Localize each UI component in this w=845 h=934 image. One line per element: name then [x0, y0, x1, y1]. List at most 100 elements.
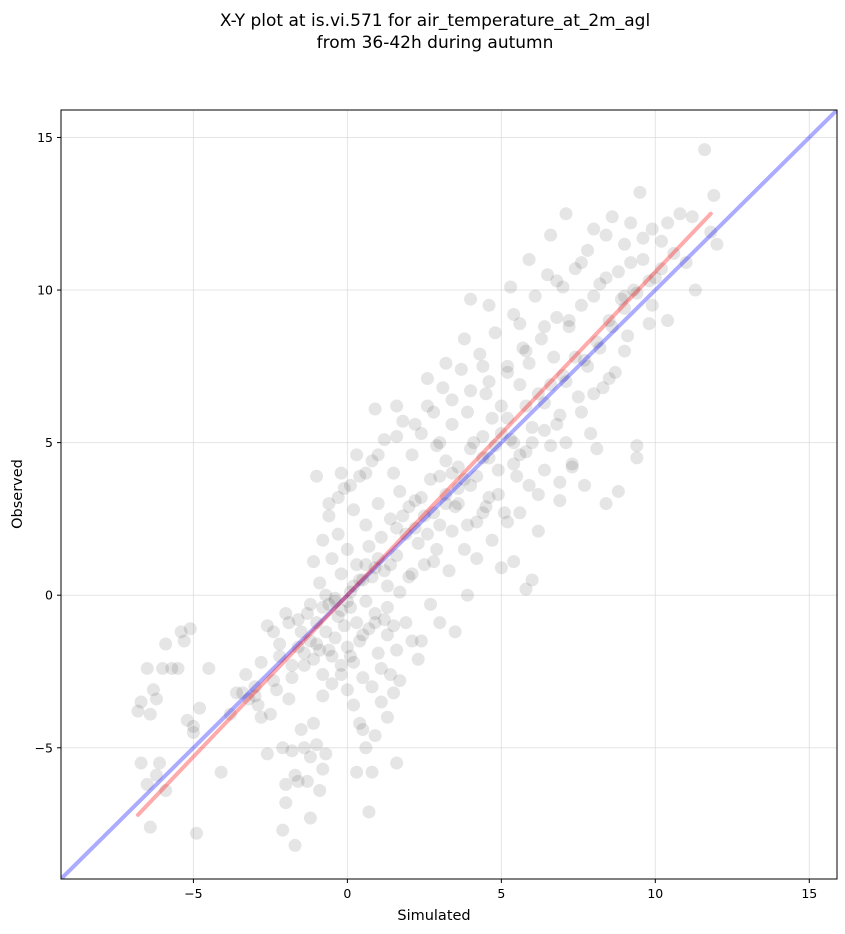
scatter-point-166 — [482, 491, 496, 505]
scatter-point-231 — [611, 484, 625, 498]
scatter-point-43 — [297, 741, 311, 755]
scatter-point-279 — [347, 579, 361, 593]
scatter-point-62 — [307, 652, 321, 666]
scatter-point-308 — [303, 597, 317, 611]
scatter-point-125 — [356, 573, 370, 587]
scatter-point-87 — [374, 661, 388, 675]
scatter-point-363 — [507, 457, 521, 471]
scatter-point-277 — [359, 558, 373, 572]
scatter-point-131 — [374, 530, 388, 544]
scatter-point-0 — [131, 704, 145, 718]
scatter-point-60 — [300, 607, 314, 621]
x-axis-label: Simulated — [397, 908, 470, 924]
x-tick-label-0: −5 — [184, 886, 202, 901]
scatter-point-378 — [316, 689, 330, 703]
scatter-point-165 — [479, 387, 493, 401]
scatter-point-284 — [396, 509, 410, 523]
scatter-point-130 — [371, 497, 385, 511]
scatter-point-139 — [399, 527, 413, 541]
scatter-point-201 — [590, 335, 604, 349]
scatter-point-295 — [544, 378, 558, 392]
scatter-point-94 — [399, 616, 413, 630]
scatter-point-5 — [149, 692, 163, 706]
scatter-point-198 — [581, 243, 595, 257]
scatter-point-182 — [531, 488, 545, 501]
scatter-point-259 — [464, 442, 478, 456]
scatter-point-79 — [350, 616, 364, 630]
scatter-point-64 — [288, 838, 302, 852]
scatter-point-285 — [408, 521, 422, 535]
scatter-point-242 — [485, 533, 499, 547]
scatter-point-112 — [316, 533, 330, 547]
scatter-point-340 — [359, 466, 373, 480]
scatter-point-287 — [433, 469, 447, 483]
scatter-point-325 — [661, 216, 675, 230]
scatter-point-286 — [420, 527, 434, 541]
scatter-point-96 — [411, 652, 425, 666]
scatter-point-71 — [325, 649, 339, 663]
scatter-point-240 — [501, 515, 515, 529]
scatter-point-219 — [648, 271, 662, 285]
scatter-point-110 — [307, 555, 321, 569]
scatter-point-148 — [427, 555, 441, 569]
scatter-point-367 — [445, 524, 459, 538]
scatter-point-370 — [405, 567, 419, 581]
scatter-point-298 — [581, 359, 595, 373]
scatter-point-251 — [482, 298, 496, 312]
scatter-point-335 — [445, 393, 459, 407]
scatter-point-261 — [488, 439, 502, 453]
scatter-point-216 — [636, 253, 650, 267]
scatter-point-98 — [347, 698, 361, 712]
y-tick-label-3: 10 — [37, 283, 53, 298]
scatter-point-134 — [383, 512, 397, 526]
scatter-point-228 — [707, 188, 721, 202]
scatter-point-318 — [513, 317, 527, 331]
scatter-point-128 — [365, 454, 379, 468]
scatter-point-90 — [383, 668, 397, 682]
scatter-point-82 — [359, 594, 373, 608]
scatter-point-42 — [294, 722, 308, 736]
scatter-point-47 — [310, 738, 324, 752]
scatter-point-45 — [303, 750, 317, 764]
scatter-point-303 — [642, 274, 656, 288]
scatter-point-177 — [516, 341, 530, 355]
grid-lines — [61, 110, 837, 879]
scatter-point-140 — [402, 570, 416, 584]
scatter-point-188 — [550, 311, 564, 325]
scatter-point-192 — [562, 320, 576, 334]
scatter-point-136 — [390, 549, 404, 563]
scatter-point-202 — [593, 277, 607, 291]
scatter-point-52 — [266, 625, 280, 639]
scatter-point-354 — [574, 405, 588, 419]
scatter-point-224 — [685, 210, 699, 224]
scatter-point-132 — [377, 433, 391, 447]
scatter-point-333 — [482, 375, 496, 389]
scatter-point-311 — [285, 658, 299, 672]
scatter-point-377 — [325, 677, 339, 691]
scatter-point-288 — [445, 466, 459, 480]
scatter-point-150 — [433, 518, 447, 532]
scatter-point-346 — [476, 359, 490, 373]
scatter-point-230 — [599, 497, 613, 511]
scatter-point-76 — [340, 640, 354, 654]
scatter-point-103 — [368, 729, 382, 743]
x-tick-label-4: 15 — [801, 886, 817, 901]
scatter-point-122 — [347, 503, 361, 517]
scatter-point-266 — [537, 423, 551, 437]
scatter-point-184 — [537, 396, 551, 410]
scatter-point-357 — [618, 344, 632, 358]
scatter-point-313 — [266, 674, 280, 688]
scatter-point-55 — [282, 616, 296, 630]
one-to-one-line — [61, 110, 837, 879]
scatter-point-306 — [316, 600, 330, 614]
scatter-point-26 — [223, 707, 237, 721]
y-axis-ticks: −5 0 5 10 15 — [35, 130, 61, 755]
scatter-point-307 — [310, 637, 324, 651]
scatter-point-18 — [140, 777, 154, 791]
scatter-point-267 — [550, 417, 564, 431]
scatter-point-73 — [331, 610, 345, 624]
scatter-point-141 — [405, 448, 419, 462]
scatter-point-119 — [337, 481, 351, 495]
scatter-point-49 — [316, 762, 330, 776]
scatter-point-317 — [230, 686, 244, 700]
